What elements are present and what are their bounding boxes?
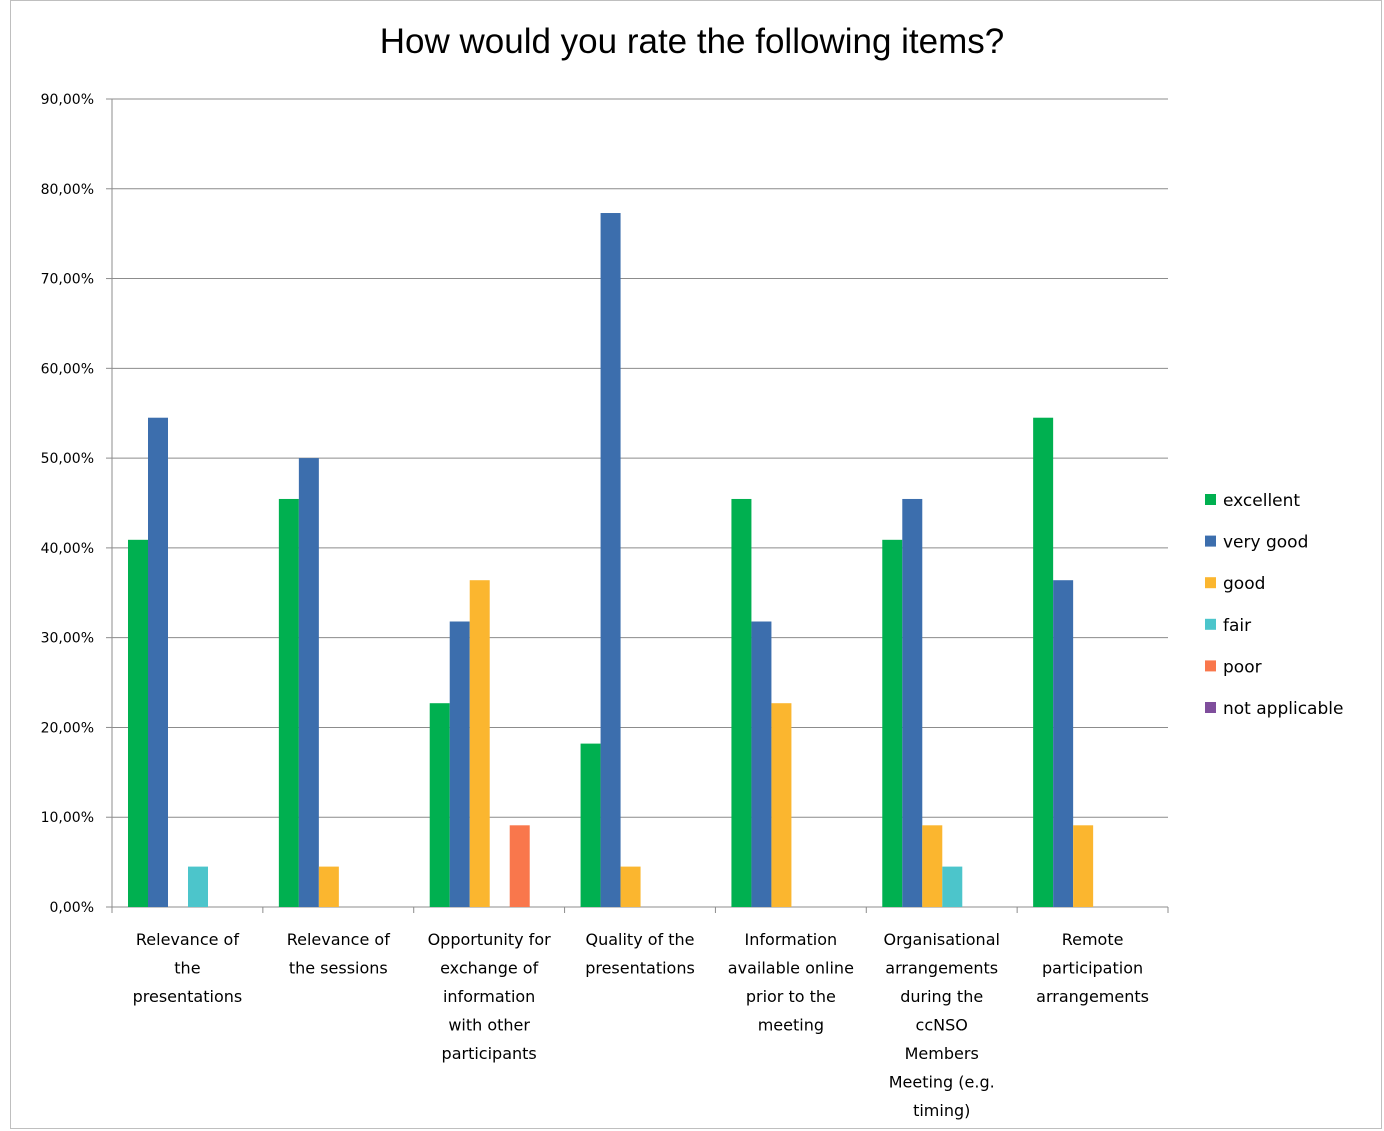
bar-excellent (128, 539, 148, 907)
y-tick-label: 50,00% (41, 451, 94, 467)
y-tick-label: 20,00% (41, 720, 94, 736)
y-tick-label: 80,00% (41, 182, 94, 198)
bar-very-good (449, 621, 470, 907)
bar-excellent (580, 743, 601, 907)
bar-good (620, 866, 641, 907)
legend-swatch-good (1205, 577, 1216, 589)
bar-good (922, 825, 943, 907)
legend-label-good: good (1223, 574, 1265, 594)
bar-poor (509, 825, 530, 907)
bar-very-good (298, 458, 319, 907)
bar-very-good (751, 621, 772, 907)
bar-fair (188, 866, 208, 907)
legend-label-poor: poor (1223, 657, 1262, 677)
category-label: Relevance of the presentations (133, 930, 243, 1006)
chart-frame (10, 0, 1382, 1129)
bar-excellent (731, 498, 752, 907)
legend-swatch-excellent (1205, 494, 1216, 505)
category-label: Remote participation arrangements (1036, 930, 1149, 1006)
bar-excellent (429, 703, 450, 907)
bar-good (469, 580, 490, 907)
legend-swatch-poor (1205, 660, 1216, 672)
legend-label-very-good: very good (1223, 533, 1308, 553)
bar-very-good (600, 213, 621, 908)
bar-very-good (902, 498, 923, 907)
bar-very-good (1053, 580, 1074, 907)
y-tick-label: 90,00% (41, 92, 94, 108)
y-tick-label: 10,00% (41, 810, 94, 826)
y-tick-label: 60,00% (41, 361, 94, 377)
legend-label-not-applicable: not applicable (1223, 699, 1343, 719)
bar-fair (942, 866, 963, 907)
category-label: Organisational arrangements during the ccNS… (883, 930, 999, 1120)
category-label: Information available online prior to the m… (728, 930, 854, 1035)
bar-good (1073, 825, 1094, 907)
legend-swatch-fair (1205, 618, 1216, 630)
y-tick-label: 0,00% (50, 900, 94, 916)
chart-title: How would you rate the following items? (379, 22, 1005, 61)
y-tick-label: 30,00% (41, 631, 94, 647)
legend-label-excellent: excellent (1223, 491, 1300, 511)
category-label: Relevance of the sessions (287, 930, 390, 978)
bar-excellent (1033, 417, 1054, 907)
legend-swatch-not-applicable (1205, 702, 1216, 713)
bar-very-good (148, 417, 168, 907)
bar-excellent (882, 539, 903, 907)
y-tick-label: 70,00% (41, 272, 94, 288)
category-label: Quality of the presentations (585, 930, 695, 978)
y-tick-label: 40,00% (41, 541, 94, 557)
bar-good (318, 866, 339, 907)
category-label: Opportunity for exchange of information wit… (428, 930, 552, 1063)
legend-label-fair: fair (1223, 616, 1251, 636)
legend-swatch-very-good (1205, 535, 1216, 547)
bar-excellent (278, 498, 299, 907)
bar-good (771, 703, 792, 907)
